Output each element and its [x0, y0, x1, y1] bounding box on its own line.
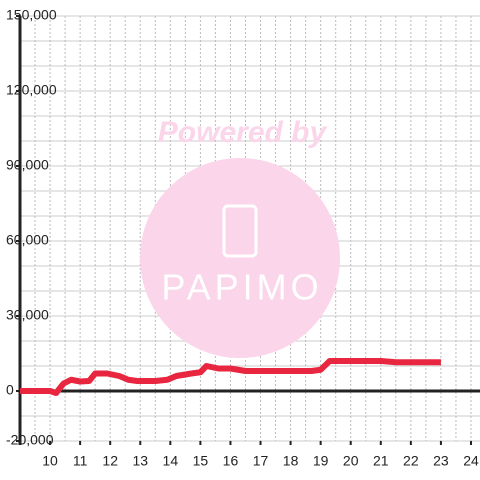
- x-tick-label: 19: [313, 453, 329, 469]
- x-tick-label: 23: [433, 453, 449, 469]
- y-tick-label: 60,000: [6, 232, 49, 248]
- x-tick-label: 10: [42, 453, 58, 469]
- y-tick-label: 30,000: [6, 307, 49, 323]
- y-tick-label: 150,000: [6, 7, 57, 23]
- x-tick-label: 15: [193, 453, 209, 469]
- x-tick-label: 17: [253, 453, 269, 469]
- x-tick-label: 22: [403, 453, 419, 469]
- x-tick-label: 18: [283, 453, 299, 469]
- x-tick-label: 20: [343, 453, 359, 469]
- watermark-phone: [222, 204, 258, 258]
- data-line: [20, 358, 441, 396]
- x-tick-label: 12: [102, 453, 118, 469]
- watermark: Powered by PAPIMO: [140, 116, 340, 358]
- watermark-title: Powered by: [158, 116, 328, 149]
- y-tick-label: -20,000: [6, 432, 54, 448]
- watermark-logo: PAPIMO: [161, 267, 322, 308]
- x-tick-label: 13: [132, 453, 148, 469]
- x-tick-label: 21: [373, 453, 389, 469]
- x-tick-label: 14: [163, 453, 179, 469]
- watermark-circle: [140, 158, 340, 358]
- y-tick-label: 90,000: [6, 157, 49, 173]
- x-tick-label: 16: [223, 453, 239, 469]
- x-tick-label: 24: [463, 453, 479, 469]
- x-tick-label: 11: [73, 453, 88, 469]
- y-tick-label: 120,000: [6, 82, 57, 98]
- y-tick-label: 0: [6, 382, 14, 398]
